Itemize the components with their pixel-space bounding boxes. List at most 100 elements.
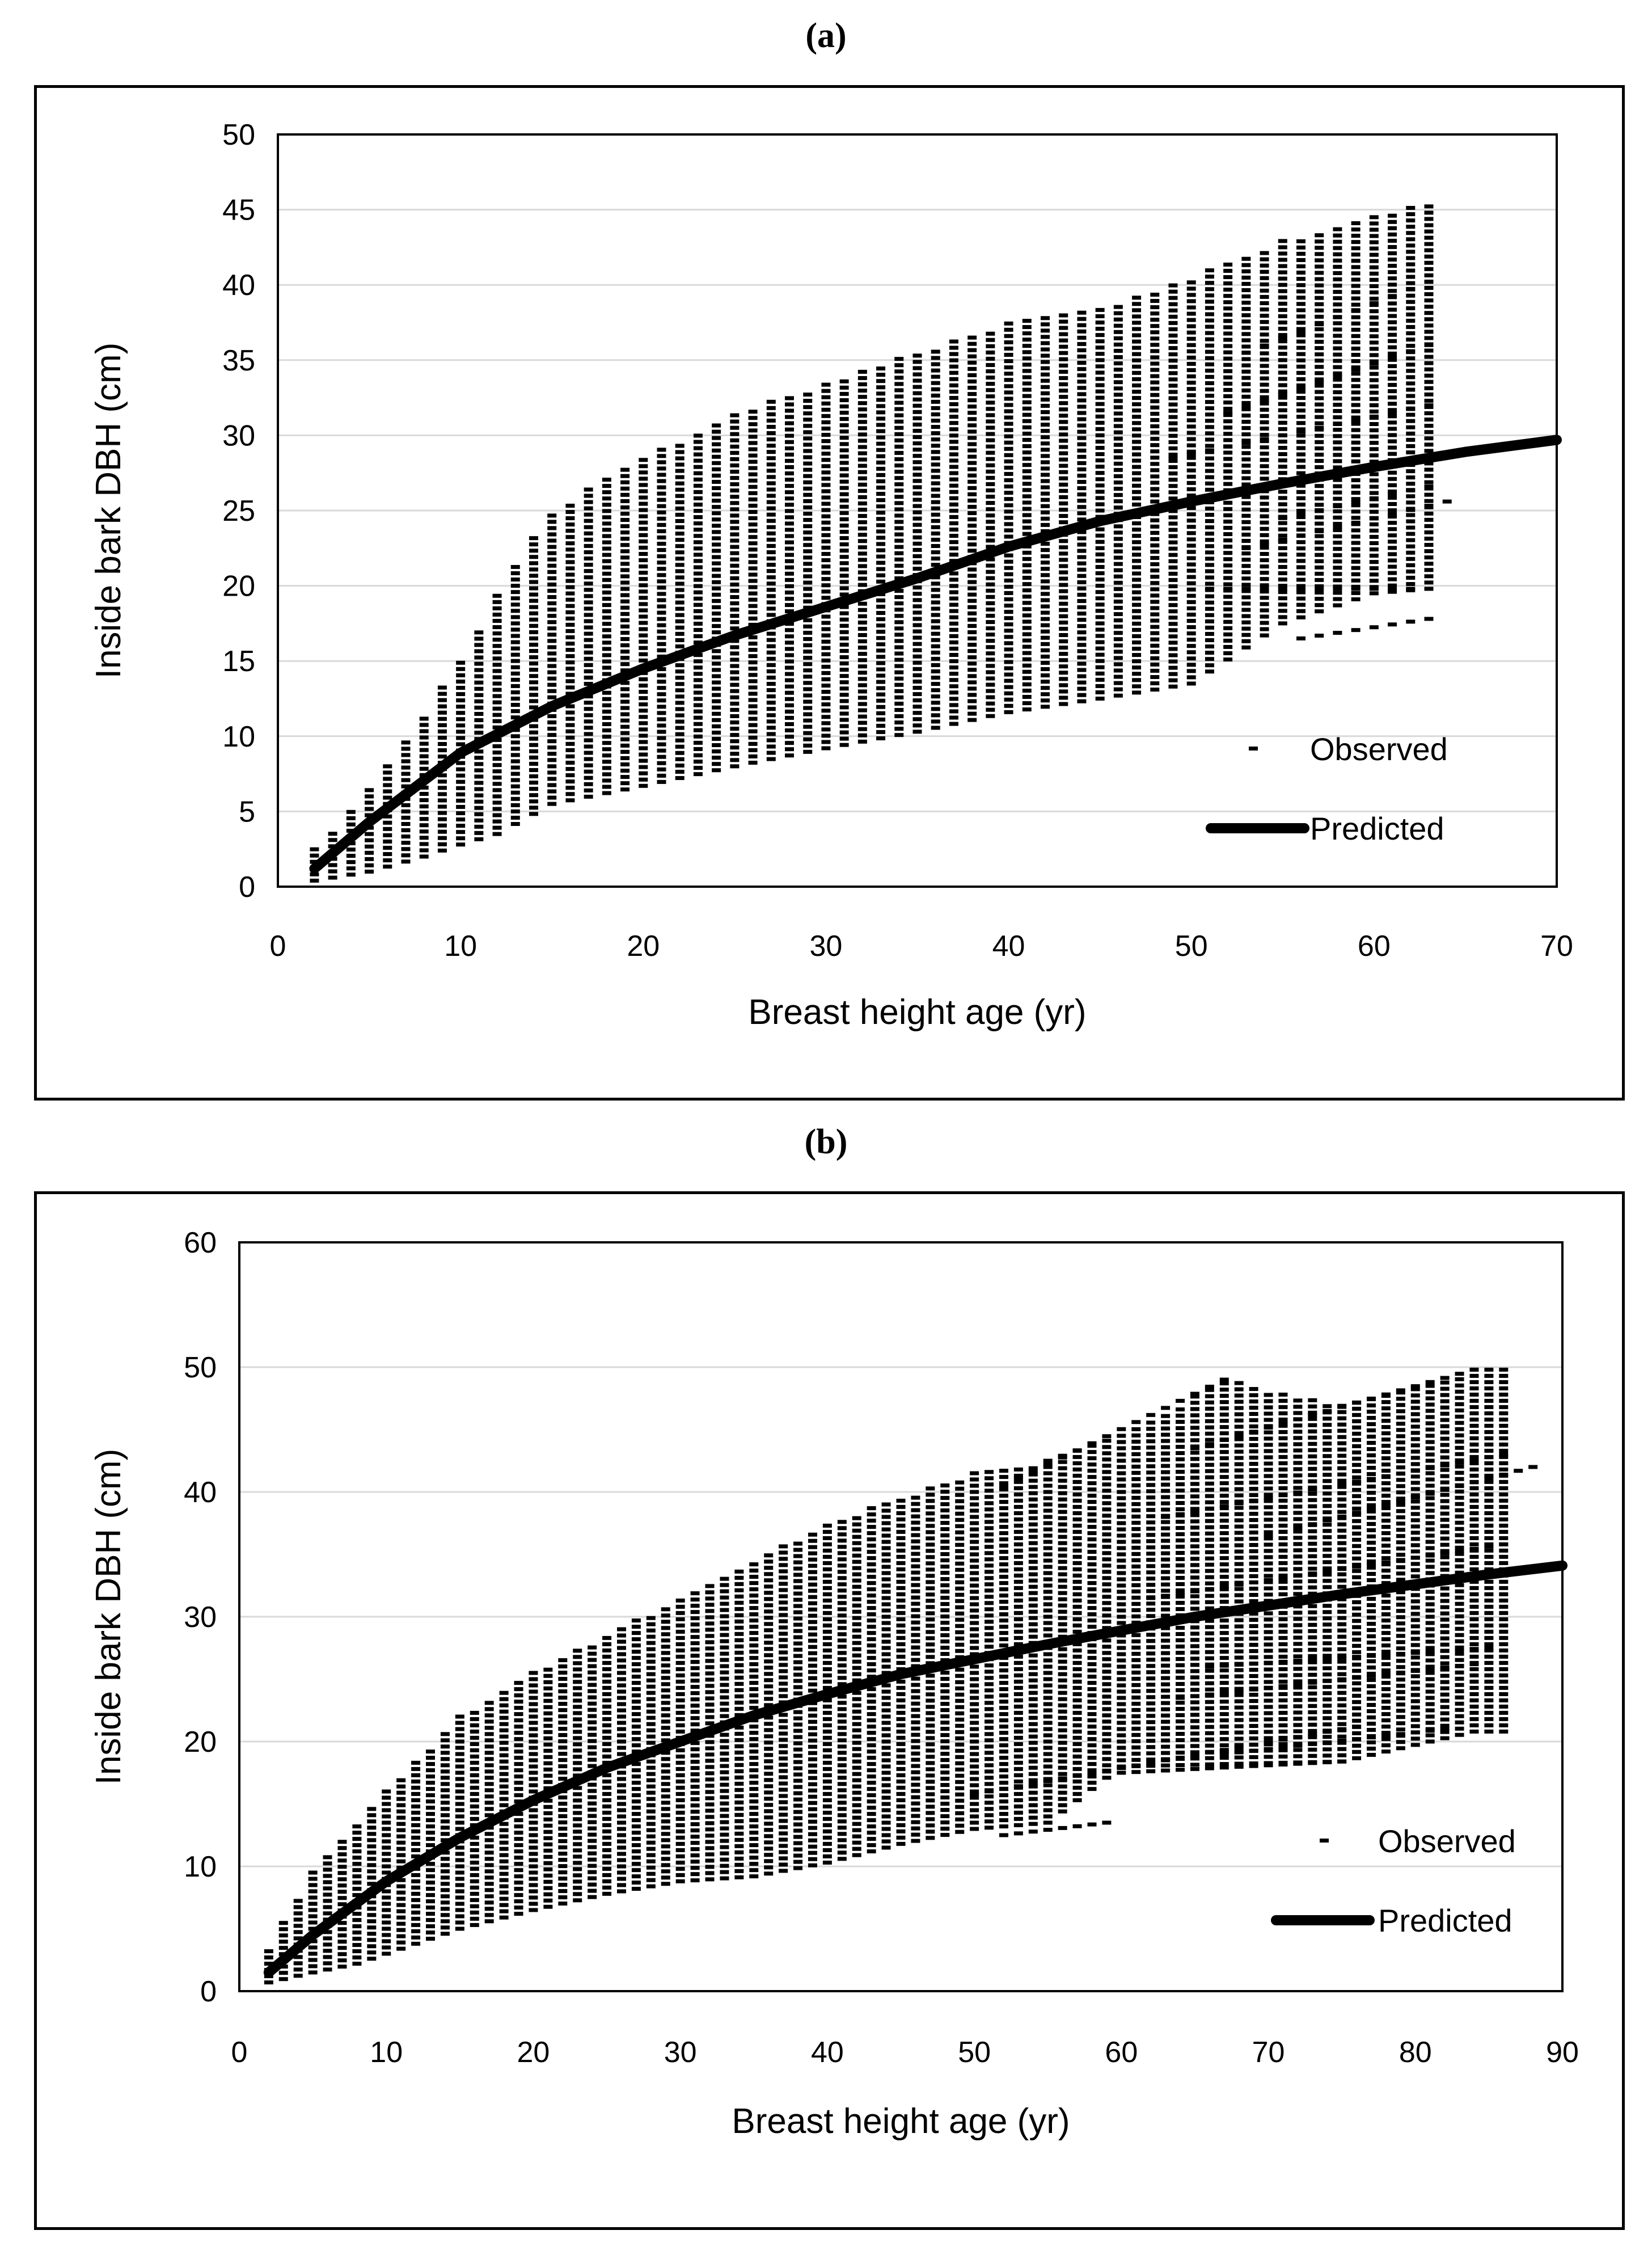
observed-point <box>474 830 484 835</box>
observed-point <box>1369 572 1379 577</box>
observed-point <box>1168 289 1178 294</box>
observed-point <box>867 1668 876 1673</box>
observed-point <box>1113 493 1123 498</box>
observed-point <box>492 650 502 655</box>
observed-point <box>821 583 831 588</box>
observed-point <box>1205 275 1214 279</box>
observed-point <box>1351 290 1361 294</box>
observed-point <box>547 601 557 606</box>
observed-point <box>323 1961 332 1966</box>
observed-point <box>837 1682 847 1687</box>
observed-point <box>474 711 484 716</box>
x-axis-title-b: Breast height age (yr) <box>732 2102 1070 2141</box>
observed-point <box>1369 265 1379 269</box>
observed-point <box>693 559 703 563</box>
observed-point <box>1095 458 1105 463</box>
observed-point <box>1241 420 1251 424</box>
observed-point <box>1424 292 1434 297</box>
observed-point <box>705 1765 715 1769</box>
observed-point <box>734 1663 744 1667</box>
observed-point <box>821 564 831 569</box>
observed-point <box>734 1831 744 1836</box>
observed-point <box>1095 609 1105 613</box>
observed-point <box>437 786 447 790</box>
observed-point <box>1150 480 1160 485</box>
observed-point <box>1241 551 1251 556</box>
observed-point <box>657 466 666 471</box>
observed-point <box>675 588 685 592</box>
observed-point <box>1424 348 1434 353</box>
observed-point <box>949 502 958 507</box>
observed-point <box>867 1731 876 1735</box>
observed-point <box>822 1598 832 1603</box>
observed-point <box>1168 371 1178 376</box>
observed-point <box>474 699 484 703</box>
observed-point <box>748 472 758 477</box>
observed-point <box>712 442 721 446</box>
observed-point <box>1424 235 1434 240</box>
observed-point <box>1113 361 1123 366</box>
observed-point <box>749 1806 759 1810</box>
observed-point <box>455 1795 464 1800</box>
observed-point <box>1424 424 1434 428</box>
observed-point <box>639 495 648 500</box>
observed-point <box>455 1858 464 1862</box>
observed-point <box>588 1676 597 1681</box>
observed-point <box>543 1904 553 1909</box>
observed-point <box>1022 563 1032 567</box>
observed-point <box>346 866 356 871</box>
observed-point <box>881 1827 891 1831</box>
observed-point <box>558 1658 568 1663</box>
observed-point <box>1186 456 1196 460</box>
observed-point <box>602 1773 612 1777</box>
observed-point <box>730 419 740 424</box>
observed-point <box>931 650 940 655</box>
observed-point <box>876 604 886 609</box>
observed-point <box>1168 540 1178 545</box>
observed-point <box>808 1788 817 1793</box>
observed-point <box>1388 270 1397 275</box>
observed-point <box>720 1639 729 1643</box>
observed-point <box>764 1641 774 1645</box>
observed-point <box>1077 624 1087 629</box>
observed-point <box>1296 587 1305 591</box>
observed-point <box>837 1638 847 1643</box>
observed-point <box>588 1745 597 1749</box>
observed-point <box>1186 600 1196 604</box>
observed-point <box>822 1767 832 1771</box>
observed-point <box>456 779 466 784</box>
observed-point <box>821 483 831 487</box>
observed-point <box>793 1729 803 1733</box>
observed-point <box>821 740 831 744</box>
observed-point <box>1333 484 1342 488</box>
observed-point <box>1022 369 1032 373</box>
observed-point <box>785 559 794 563</box>
observed-point <box>949 440 958 444</box>
observed-point <box>588 1789 597 1793</box>
observed-point <box>1022 406 1032 411</box>
observed-point <box>912 598 922 602</box>
observed-point <box>1296 528 1305 532</box>
observed-point <box>1077 499 1087 503</box>
observed-point <box>1241 614 1251 618</box>
observed-point <box>693 734 703 739</box>
observed-point <box>808 1563 817 1568</box>
observed-point <box>949 402 958 407</box>
observed-point <box>876 391 886 396</box>
observed-point <box>949 389 958 394</box>
observed-point <box>1077 436 1087 440</box>
observed-point <box>822 1623 832 1628</box>
observed-point <box>1351 390 1361 395</box>
observed-point <box>803 580 813 585</box>
observed-point <box>657 460 666 465</box>
observed-point <box>1113 442 1123 447</box>
observed-point <box>675 738 685 743</box>
observed-point <box>852 1572 861 1576</box>
observed-point <box>1333 346 1342 351</box>
observed-point <box>839 479 849 484</box>
observed-point <box>529 668 538 672</box>
observed-point <box>1095 446 1105 450</box>
observed-point <box>547 608 557 612</box>
observed-point <box>470 1866 479 1871</box>
observed-point <box>1369 472 1379 477</box>
